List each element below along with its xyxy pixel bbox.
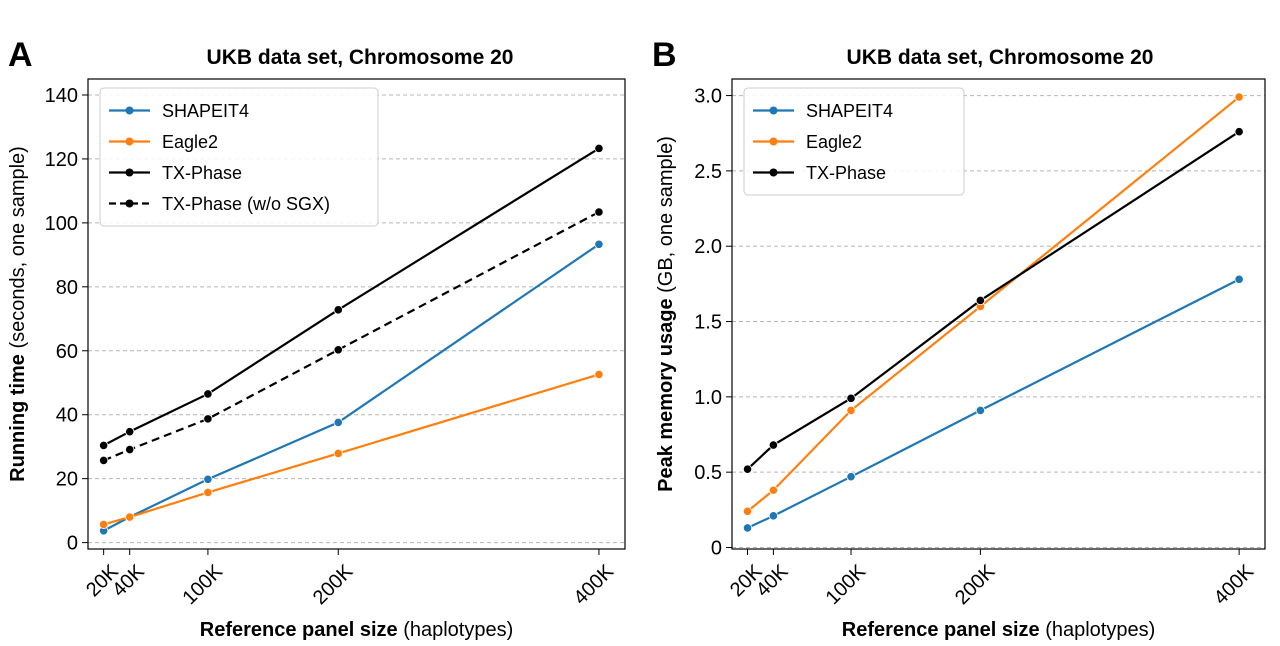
data-point [1234,127,1244,137]
legend-label: TX-Phase (w/o SGX) [162,194,330,214]
x-tick-label: 100K [822,560,871,609]
legend-label: TX-Phase [162,163,242,183]
legend-marker [769,106,778,115]
y-tick-label: 60 [56,341,78,363]
data-point [1234,92,1244,102]
data-point [125,444,135,455]
chart-panel-a: A UKB data set, Chromosome 20 0 20 40 60 80 100… [7,36,626,641]
y-tick-label: 2.5 [694,161,722,183]
legend-marker [125,199,134,208]
series-line-3 [103,211,600,462]
data-point [203,474,213,484]
y-tick-label: 0 [67,533,78,555]
x-tick-label: 40K [108,560,149,601]
data-point [125,512,135,522]
data-point [99,519,109,529]
legend-marker [769,168,778,177]
y-tick-label: 40 [56,405,78,427]
data-point [768,511,778,521]
legend: SHAPEIT4 Eagle2 TX-Phase [743,87,965,196]
data-point [203,487,213,498]
y-tick-label: 80 [56,277,78,299]
data-point [768,485,778,495]
legend: SHAPEIT4 Eagle2 TX-Phase TX-Phase (w/o SGX) [99,87,379,227]
legend-marker [125,106,134,115]
y-tick-label: 1.5 [694,312,722,334]
legend-label: TX-Phase [806,163,886,183]
data-point [975,405,985,416]
data-point [846,472,856,482]
data-point [1234,274,1244,284]
data-point [333,345,343,355]
legend-marker [125,168,134,177]
data-point [742,506,753,516]
panel-letter: B [652,36,677,74]
plot-frame [731,78,1266,550]
chart-title: UKB data set, Chromosome 20 [207,46,514,69]
data-point [594,143,604,153]
data-point [333,448,343,459]
y-tick-label: 3.0 [694,86,722,108]
data-point [99,440,109,451]
data-point [846,393,856,403]
y-tick-label: 0.5 [694,462,722,484]
data-point [333,305,343,315]
x-axis-label: Reference panel size (haplotypes) [842,619,1156,641]
panel-letter: A [8,36,33,74]
series-line-1 [103,373,600,526]
data-point [975,295,985,306]
data-point [594,239,604,249]
legend-marker [125,137,134,146]
legend-marker [769,137,778,146]
legend-label: SHAPEIT4 [162,101,249,121]
chart-title: UKB data set, Chromosome 20 [847,46,1154,69]
data-point [768,440,778,450]
data-point [846,405,856,416]
legend-label: Eagle2 [806,132,862,152]
y-axis-label: Running time (seconds, one sample) [7,146,29,482]
x-axis-label: Reference panel size (haplotypes) [200,619,514,641]
data-point [594,207,604,217]
data-point [99,455,109,466]
y-tick-label: 1.0 [694,387,722,409]
y-tick-label: 100 [45,213,78,235]
y-tick-label: 20 [56,469,78,491]
data-point [333,417,343,427]
x-tick-label: 200K [309,560,358,609]
x-tick-label: 400K [1210,560,1259,609]
data-point [203,389,213,399]
data-point [594,369,604,380]
y-axis-label: Peak memory usage (GB, one sample) [655,136,677,492]
legend-label: Eagle2 [162,132,218,152]
data-point [742,523,753,533]
data-point [125,427,135,437]
x-tick-label: 100K [178,560,227,609]
chart-panel-b: B UKB data set, Chromosome 20 0 0.5 1.0 1.5 2.… [652,36,1266,641]
plot-frame [87,78,626,550]
data-point [203,414,213,424]
legend-box [99,87,379,227]
legend-box [743,87,965,196]
x-tick-label: 200K [951,560,1000,609]
y-tick-label: 120 [45,149,78,171]
data-point [742,464,753,474]
y-tick-label: 0 [711,537,722,559]
y-tick-label: 140 [45,85,78,107]
x-tick-label: 40K [752,560,793,601]
legend-label: SHAPEIT4 [806,101,893,121]
series-line-0 [747,278,1240,529]
x-tick-label: 400K [569,560,618,609]
y-tick-label: 2.0 [694,236,722,258]
